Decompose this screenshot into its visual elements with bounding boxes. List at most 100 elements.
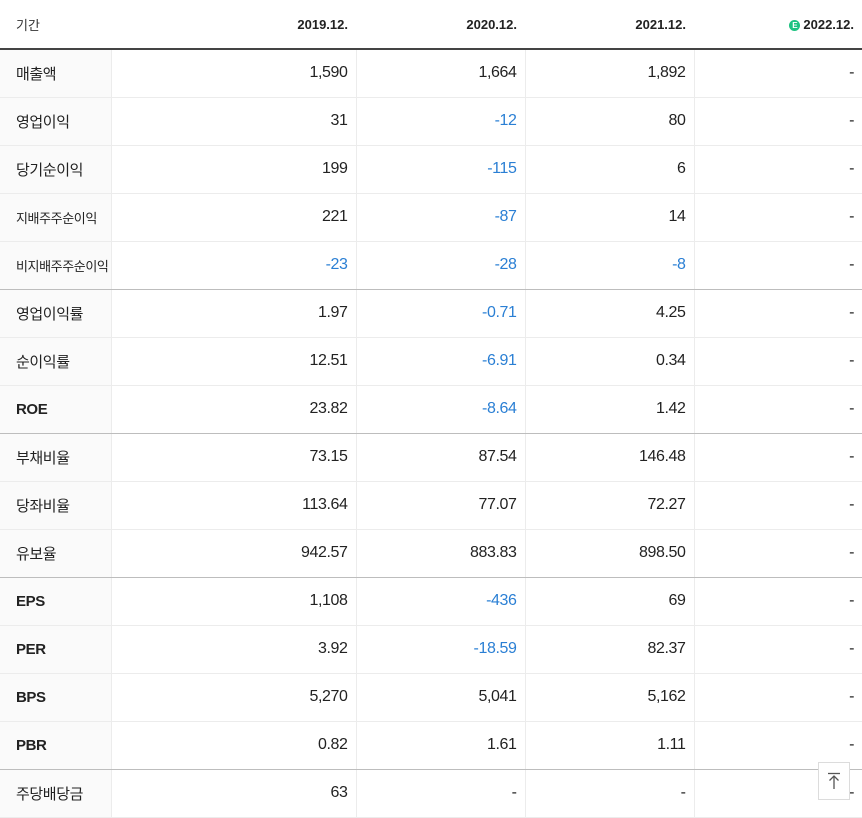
value-cell: - [693, 577, 862, 626]
row-label: 부채비율 [0, 433, 111, 482]
value-cell: 883.83 [355, 529, 525, 578]
table-row: BPS 5,270 5,041 5,162- [0, 673, 862, 722]
period-header-2021: 2021.12. [525, 0, 694, 50]
row-label: ROE [0, 385, 111, 434]
value-cell: - [693, 385, 862, 434]
value-cell: 6 [524, 145, 694, 194]
row-label: EPS [0, 577, 111, 626]
value-cell: 80 [524, 97, 694, 146]
row-label: 지배주주순이익 [0, 193, 111, 242]
value-cell: -28 [355, 241, 525, 290]
value-cell: 4.25 [524, 289, 694, 338]
value-cell: 1.97 [110, 289, 356, 338]
value-cell: -436 [355, 577, 525, 626]
value-cell: 146.48 [524, 433, 694, 482]
value-cell: -12 [355, 97, 525, 146]
value-cell: 221 [110, 193, 356, 242]
row-label: 유보율 [0, 529, 111, 578]
value-cell: 23.82 [110, 385, 356, 434]
row-label: 당좌비율 [0, 481, 111, 530]
table-row: 지배주주순이익 221 -87 14- [0, 193, 862, 242]
arrow-up-to-top-icon [828, 772, 840, 789]
value-cell: 63 [110, 769, 356, 818]
value-cell: 199 [110, 145, 356, 194]
value-cell: - [693, 673, 862, 722]
table-row: PBR 0.82 1.61 1.11- [0, 721, 862, 770]
table-row: 순이익률 12.51 -6.91 0.34- [0, 337, 862, 386]
value-cell: 31 [110, 97, 356, 146]
row-label: 매출액 [0, 49, 111, 98]
value-cell: 82.37 [524, 625, 694, 674]
period-header-2022-label: 2022.12. [803, 16, 854, 32]
period-header-2019: 2019.12. [111, 0, 356, 50]
value-cell: -18.59 [355, 625, 525, 674]
value-cell: - [693, 97, 862, 146]
header-row: 기간 2019.12. 2020.12. 2021.12. E 2022.12. [0, 0, 862, 50]
row-label: 영업이익 [0, 97, 111, 146]
value-cell: -87 [355, 193, 525, 242]
table-row: PER 3.92 -18.59 82.37- [0, 625, 862, 674]
value-cell: 5,041 [355, 673, 525, 722]
row-label: BPS [0, 673, 111, 722]
row-label: 비지배주주순이익 [0, 241, 111, 290]
value-cell: 1.42 [524, 385, 694, 434]
value-cell: - [693, 481, 862, 530]
period-header-label: 기간 [0, 0, 111, 50]
row-label: PBR [0, 721, 111, 770]
value-cell: - [693, 145, 862, 194]
value-cell: - [693, 337, 862, 386]
scroll-to-top-button[interactable] [818, 762, 850, 800]
value-cell: 1.61 [355, 721, 525, 770]
value-cell: 113.64 [110, 481, 356, 530]
value-cell: - [693, 433, 862, 482]
value-cell: - [693, 625, 862, 674]
value-cell: 1,892 [524, 49, 694, 98]
table-row: 유보율 942.57 883.83 898.50- [0, 529, 862, 578]
value-cell: - [693, 529, 862, 578]
table-row: ROE 23.82 -8.64 1.42- [0, 385, 862, 434]
value-cell: 1.11 [524, 721, 694, 770]
value-cell: 0.34 [524, 337, 694, 386]
value-cell: - [693, 289, 862, 338]
table-row: 당기순이익 199 -115 6- [0, 145, 862, 194]
value-cell: 87.54 [355, 433, 525, 482]
row-label: 순이익률 [0, 337, 111, 386]
row-label: PER [0, 625, 111, 674]
value-cell: 69 [524, 577, 694, 626]
value-cell: - [524, 769, 694, 818]
table-row: 당좌비율 113.64 77.07 72.27- [0, 481, 862, 530]
value-cell: -0.71 [355, 289, 525, 338]
value-cell: -6.91 [355, 337, 525, 386]
value-cell: 1,664 [355, 49, 525, 98]
value-cell: 898.50 [524, 529, 694, 578]
value-cell: - [355, 769, 525, 818]
value-cell: 77.07 [355, 481, 525, 530]
value-cell: - [693, 721, 862, 770]
estimate-icon: E [789, 19, 801, 31]
value-cell: 1,108 [110, 577, 356, 626]
row-label: 당기순이익 [0, 145, 111, 194]
value-cell: 3.92 [110, 625, 356, 674]
table-row: 비지배주주순이익 -23 -28 -8- [0, 241, 862, 290]
value-cell: -23 [110, 241, 356, 290]
row-label: 영업이익률 [0, 289, 111, 338]
value-cell: 5,162 [524, 673, 694, 722]
period-header-2020: 2020.12. [356, 0, 525, 50]
value-cell: -115 [355, 145, 525, 194]
value-cell: 5,270 [110, 673, 356, 722]
table-row: 주당배당금 63- - - [0, 769, 862, 818]
value-cell: 73.15 [110, 433, 356, 482]
value-cell: - [693, 49, 862, 98]
value-cell: - [693, 241, 862, 290]
value-cell: 0.82 [110, 721, 356, 770]
row-label: 주당배당금 [0, 769, 111, 818]
value-cell: 14 [524, 193, 694, 242]
value-cell: -8.64 [355, 385, 525, 434]
value-cell: -8 [524, 241, 694, 290]
table-row: EPS 1,108 -436 69- [0, 577, 862, 626]
value-cell: 942.57 [110, 529, 356, 578]
value-cell: - [693, 193, 862, 242]
table-row: 부채비율 73.15 87.54 146.48- [0, 433, 862, 482]
table-row: 영업이익률 1.97 -0.71 4.25- [0, 289, 862, 338]
